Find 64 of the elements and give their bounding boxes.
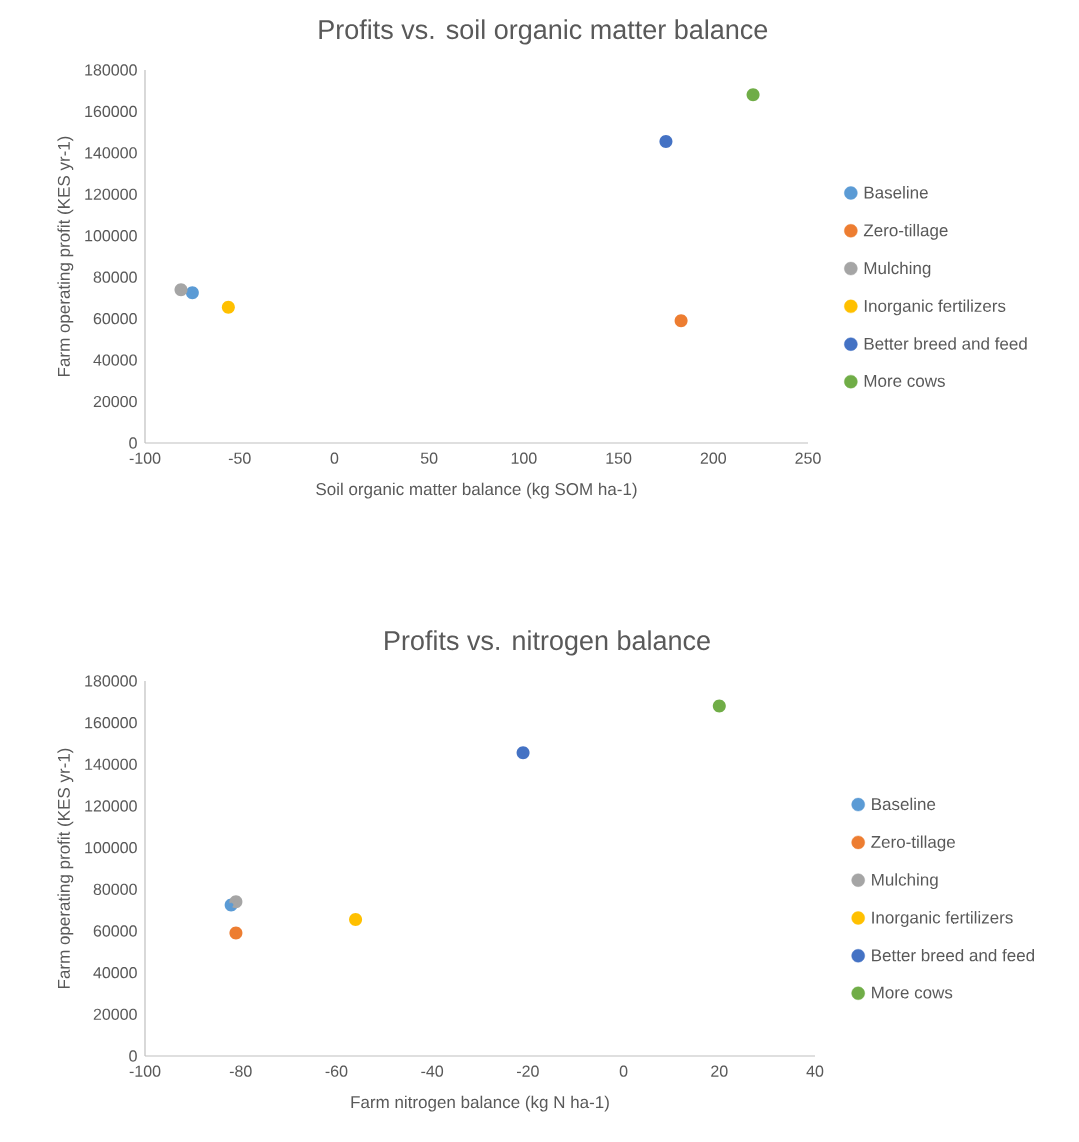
chart-title: Profits vs. soil organic matter balance [319, 19, 768, 45]
y-tick-label: 40000 [93, 354, 137, 366]
legend-label: Zero-tillage [871, 835, 955, 852]
x-tick-label: -100 [129, 452, 161, 464]
y-tick-label: 120000 [85, 800, 137, 812]
x-tick-label: 0 [330, 452, 339, 464]
y-tick-label: 20000 [93, 1008, 137, 1020]
x-tick-label: -60 [325, 1065, 348, 1077]
legend-label: Baseline [872, 797, 936, 811]
point [516, 746, 530, 760]
x-tick-label: 250 [795, 452, 821, 464]
y-axis-title: Farm operating profit (KES yr-1) [57, 136, 74, 377]
x-tick-label: 50 [420, 452, 438, 464]
y-tick-label: 0 [129, 1050, 137, 1062]
legend-label: Mulching [872, 873, 938, 890]
x-axis-title: Soil organic matter balance (kg SOM ha-1) [316, 482, 637, 499]
point [674, 314, 688, 328]
y-tick-label: 140000 [85, 758, 137, 770]
x-tick-label: 20 [711, 1065, 728, 1077]
y-tick-label: 140000 [85, 147, 137, 159]
legend-label: Inorganic fertilizers [872, 911, 1013, 927]
y-tick-label: 80000 [93, 271, 137, 283]
x-tick-label: -100 [129, 1065, 161, 1077]
point [746, 88, 760, 102]
legend-label: Zero-tillage [863, 223, 948, 240]
y-tick-label: 100000 [85, 841, 137, 854]
point [174, 283, 188, 297]
x-tick-label: -40 [421, 1065, 444, 1077]
x-tick-label: 150 [606, 452, 632, 464]
y-tick-label: 100000 [85, 230, 137, 242]
y-tick-label: 0 [129, 437, 137, 449]
legend-label: Inorganic fertilizers [864, 299, 1006, 316]
y-tick-label: 20000 [93, 395, 137, 408]
point [712, 699, 726, 713]
point [221, 300, 235, 314]
chart-title: Profits vs. nitrogen balance [385, 630, 710, 656]
y-tick-label: 60000 [93, 925, 137, 937]
legend-label: Better breed and feed [872, 948, 1035, 962]
y-tick-label: 40000 [93, 967, 137, 979]
y-tick-label: 120000 [85, 188, 137, 200]
y-tick-label: 60000 [93, 312, 137, 325]
legend-label: More cows [864, 375, 945, 387]
x-axis-title: Farm nitrogen balance (kg N ha-1) [351, 1095, 609, 1112]
legend-label: More cows [872, 986, 953, 999]
x-tick-label: -80 [229, 1065, 252, 1077]
x-tick-label: -50 [228, 452, 251, 464]
x-tick-label: 100 [511, 452, 537, 464]
point [659, 134, 673, 148]
legend-label: Mulching [864, 261, 931, 278]
point [229, 926, 243, 940]
x-tick-label: -20 [517, 1065, 539, 1077]
legend-label: Better breed and feed [864, 337, 1027, 350]
y-axis-title: Farm operating profit (KES yr-1) [57, 748, 74, 989]
y-tick-label: 160000 [85, 716, 137, 729]
legend-label: Baseline [864, 186, 928, 199]
y-tick-label: 180000 [85, 64, 137, 76]
x-tick-label: 200 [700, 452, 727, 464]
y-tick-label: 80000 [93, 883, 137, 895]
x-tick-label: 0 [619, 1065, 628, 1077]
y-tick-label: 180000 [85, 675, 137, 687]
point [185, 286, 199, 300]
y-tick-label: 160000 [85, 105, 137, 118]
x-tick-label: 40 [806, 1065, 824, 1077]
point [349, 913, 363, 927]
